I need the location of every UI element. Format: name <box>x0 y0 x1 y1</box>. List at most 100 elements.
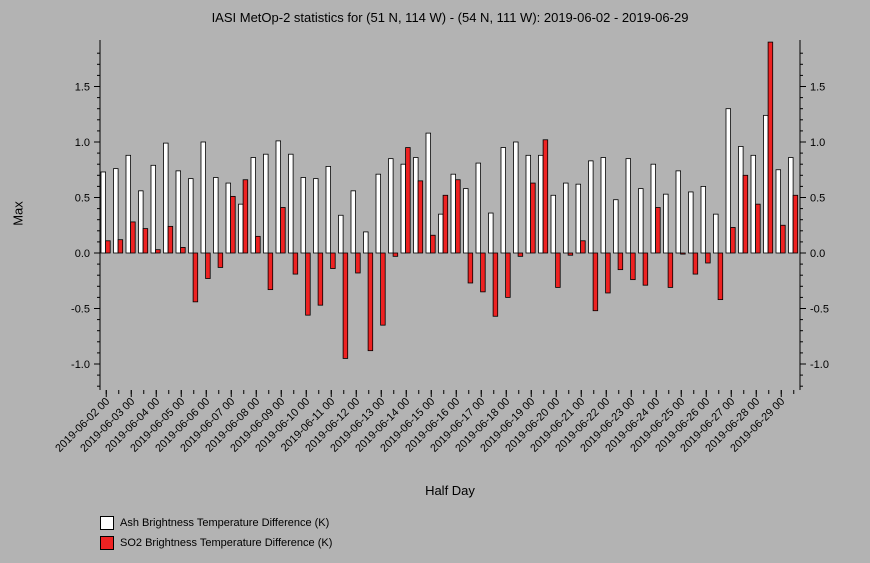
legend-item-so2: SO2 Brightness Temperature Difference (K… <box>100 533 332 553</box>
bar-so2 <box>717 252 724 301</box>
bar-so2 <box>667 252 674 288</box>
bar-ash <box>788 157 794 254</box>
bar-so2 <box>217 252 224 268</box>
bar-so2 <box>242 179 249 254</box>
bar-so2 <box>492 252 499 317</box>
y-tick-label-left: -1.0 <box>71 359 90 371</box>
bar-ash <box>775 169 781 254</box>
bar-so2 <box>280 207 286 254</box>
bar-ash <box>475 162 481 254</box>
bar-ash <box>275 140 281 254</box>
bar-so2 <box>480 252 486 293</box>
bar-so2 <box>542 139 549 254</box>
bar-so2 <box>467 252 474 284</box>
bar-ash <box>188 178 194 254</box>
bar-ash <box>363 231 369 254</box>
bar-ash <box>700 185 706 254</box>
bar-so2 <box>292 252 299 275</box>
bar-so2 <box>355 252 361 274</box>
bar-so2 <box>330 252 336 269</box>
bar-ash <box>125 154 131 254</box>
bar-ash <box>375 173 381 254</box>
bar-so2 <box>642 252 649 286</box>
bar-so2 <box>180 247 186 254</box>
bar-ash <box>425 132 431 254</box>
bar-ash <box>175 170 181 254</box>
bar-so2 <box>592 252 599 312</box>
bar-so2 <box>317 252 324 306</box>
bar-so2 <box>405 147 411 254</box>
bar-ash <box>713 213 719 254</box>
bar-ash <box>388 158 394 254</box>
bar-ash <box>550 194 556 254</box>
bar-ash <box>338 214 344 254</box>
bar-ash <box>438 213 444 254</box>
bar-so2 <box>367 252 374 352</box>
bar-ash <box>100 171 106 254</box>
bar-so2 <box>530 182 536 254</box>
bar-ash <box>313 178 319 254</box>
bar-ash <box>688 191 694 254</box>
bar-ash <box>675 170 681 254</box>
bar-ash <box>500 147 506 254</box>
bar-ash <box>575 183 581 254</box>
bar-ash <box>563 182 569 254</box>
legend-item-ash: Ash Brightness Temperature Difference (K… <box>100 513 332 533</box>
bar-so2 <box>117 239 124 254</box>
legend: Ash Brightness Temperature Difference (K… <box>100 513 332 553</box>
bar-ash <box>138 190 144 254</box>
y-tick-label-right: 0.0 <box>810 248 825 260</box>
bar-so2 <box>130 221 136 254</box>
bar-so2 <box>617 252 624 271</box>
legend-swatch-so2 <box>100 536 114 550</box>
bar-ash <box>238 203 244 254</box>
bar-so2 <box>705 252 711 264</box>
bar-ash <box>400 163 406 254</box>
bar-ash <box>650 163 656 254</box>
bar-ash <box>750 154 756 254</box>
bar-so2 <box>680 252 686 255</box>
bar-ash <box>263 153 269 254</box>
bar-ash <box>150 164 156 254</box>
bar-so2 <box>380 252 386 326</box>
bar-ash <box>350 190 356 254</box>
bar-so2 <box>230 195 236 254</box>
bar-ash <box>450 173 456 254</box>
bar-ash <box>738 146 744 254</box>
bar-ash <box>488 212 494 254</box>
bar-ash <box>200 141 206 254</box>
bar-ash <box>638 188 644 254</box>
bar-so2 <box>630 252 636 281</box>
bar-ash <box>600 157 606 254</box>
bar-ash <box>250 157 256 254</box>
bar-so2 <box>580 240 586 254</box>
bar-ash <box>663 193 669 254</box>
y-tick-label-right: 0.5 <box>810 193 825 205</box>
bar-ash <box>413 157 419 254</box>
legend-label-ash: Ash Brightness Temperature Difference (K… <box>120 517 330 529</box>
bar-ash <box>213 177 219 254</box>
bar-so2 <box>392 252 399 257</box>
bar-ash <box>325 166 331 254</box>
bar-ash <box>625 158 631 254</box>
bar-so2 <box>430 234 436 254</box>
bar-so2 <box>792 194 799 254</box>
y-tick-label-right: 1.5 <box>810 82 825 94</box>
bar-so2 <box>255 235 261 254</box>
legend-label-so2: SO2 Brightness Temperature Difference (K… <box>120 537 333 549</box>
x-axis-label: Half Day <box>425 483 475 498</box>
legend-swatch-ash <box>100 516 114 530</box>
bar-so2 <box>505 252 511 298</box>
bar-ash <box>538 154 544 254</box>
chart-title: IASI MetOp-2 statistics for (51 N, 114 W… <box>211 10 689 25</box>
bar-so2 <box>755 203 761 254</box>
bar-so2 <box>567 252 574 256</box>
bar-so2 <box>780 224 786 254</box>
bar-so2 <box>105 240 111 254</box>
bar-so2 <box>767 41 774 254</box>
bar-so2 <box>205 252 211 279</box>
bar-so2 <box>442 194 449 254</box>
bar-ash <box>588 160 594 254</box>
bar-so2 <box>692 252 699 275</box>
